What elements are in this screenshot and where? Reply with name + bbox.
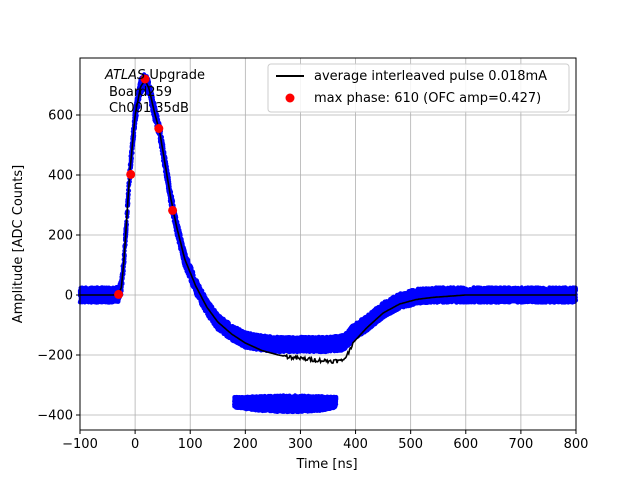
pulse-chart: −100 0 100 200 300 400 500 600 700 800 −400−20002…: [11, 57, 588, 472]
